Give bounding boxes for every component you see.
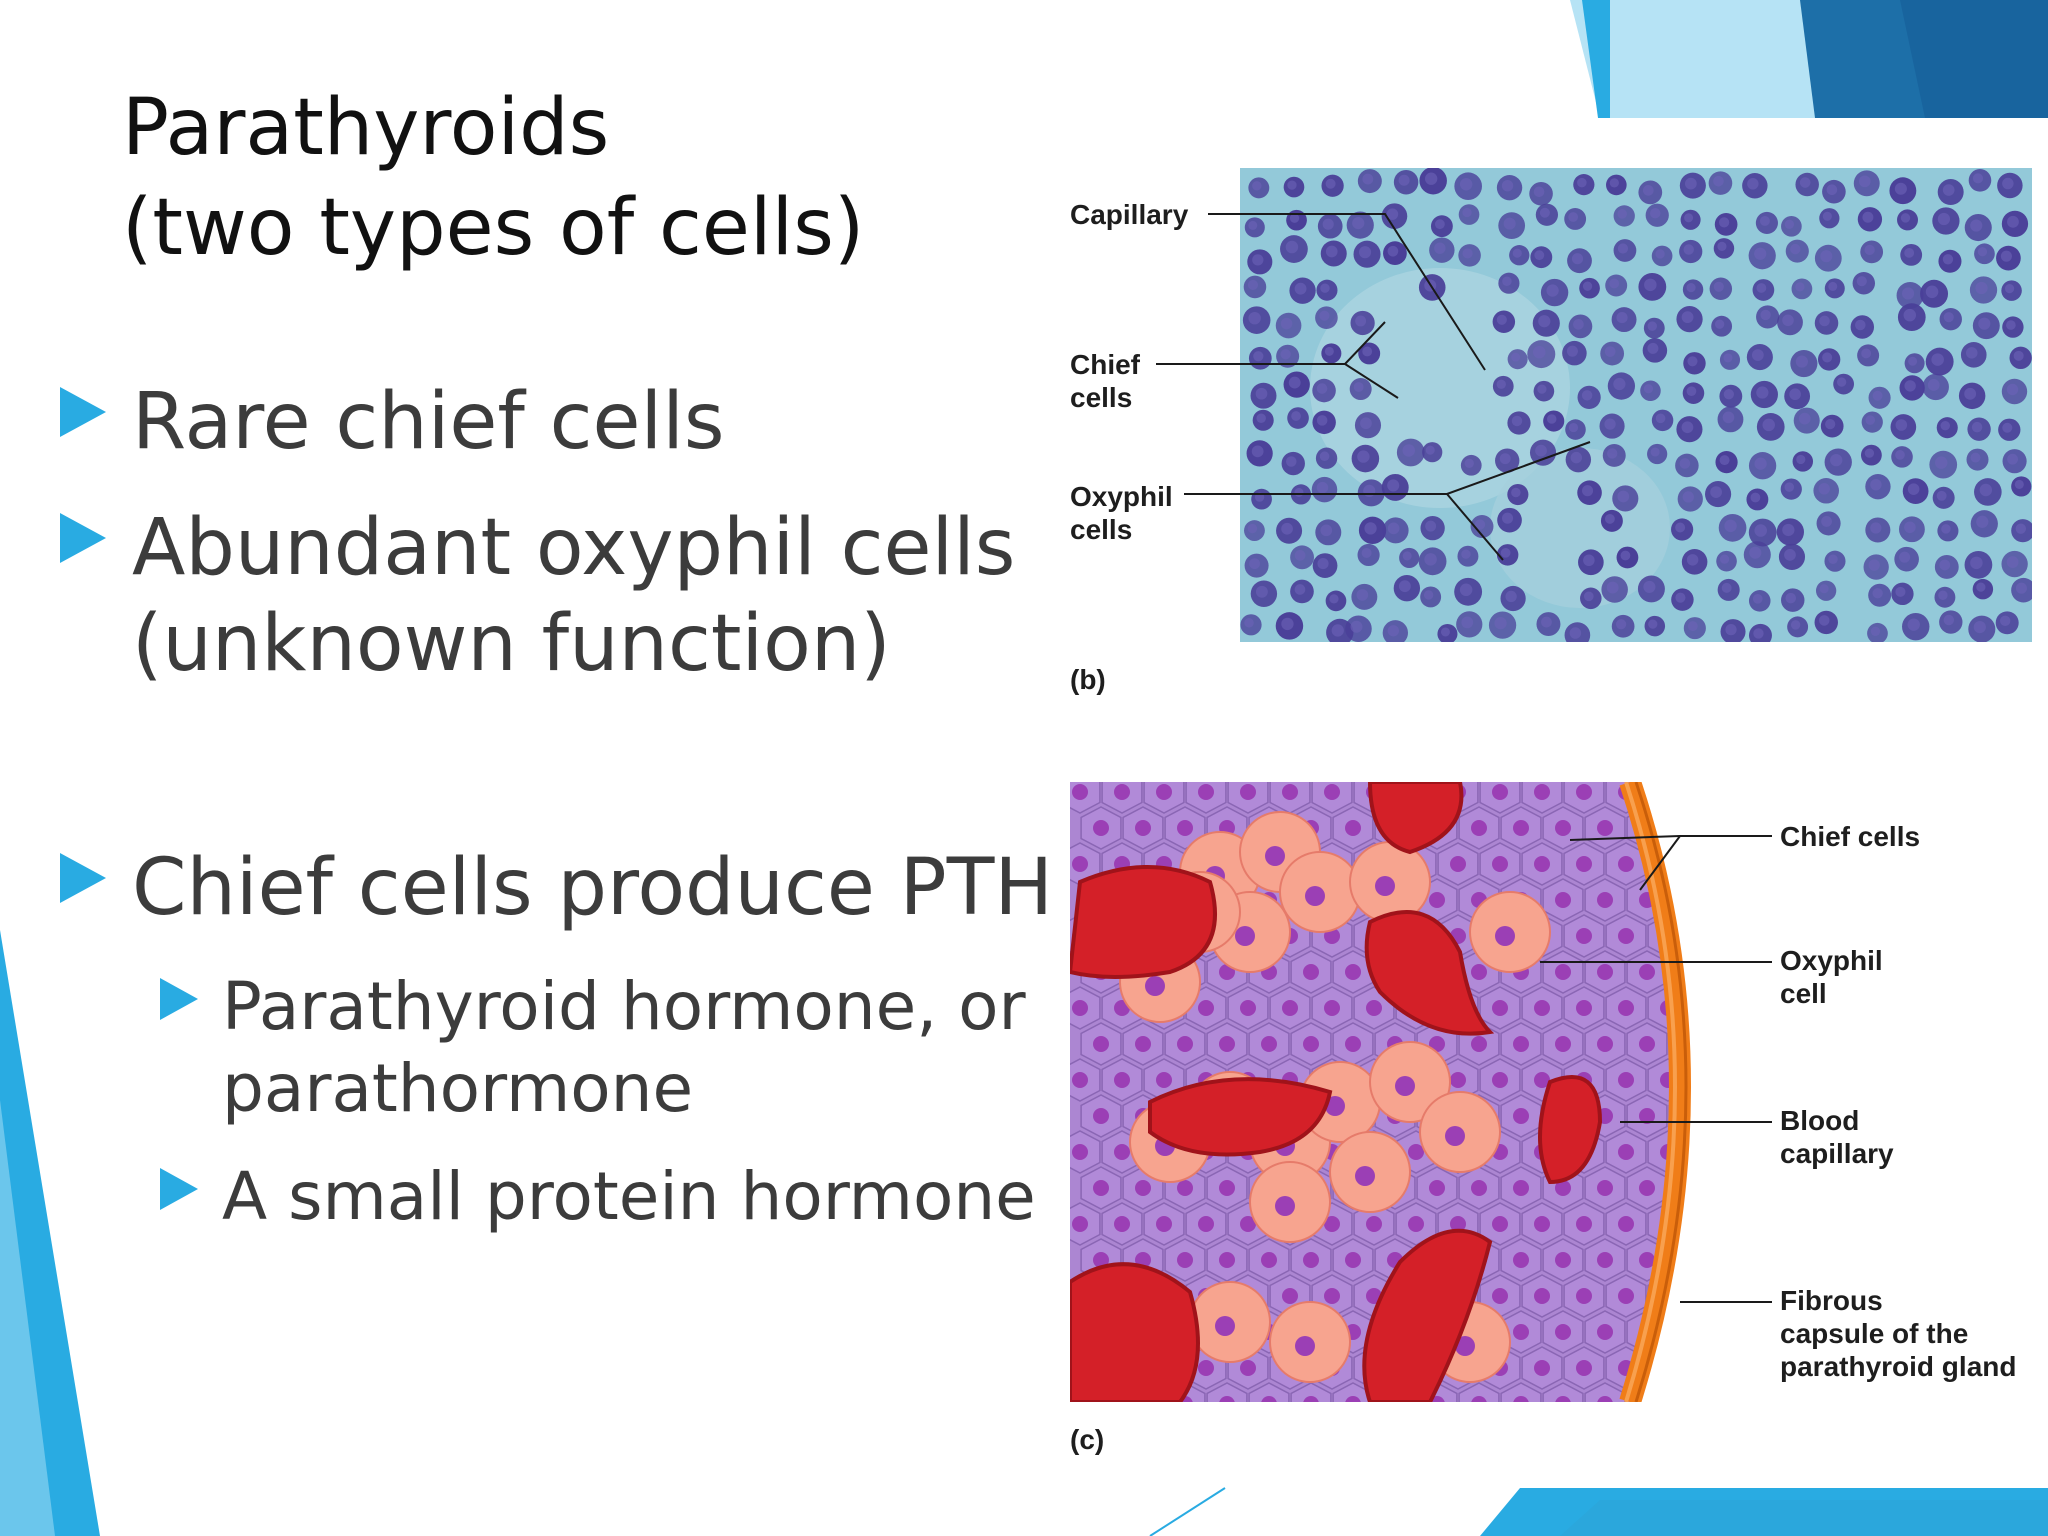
bullet-text: Chief cells produce PTH [132, 843, 1053, 933]
label-capillary: Capillary [1070, 199, 1189, 230]
slide-title-line1: Parathyroids [122, 83, 610, 173]
slide-title-line2: (two types of cells) [122, 183, 865, 273]
label-text: Oxyphil [1070, 481, 1173, 512]
panel-tag-b: (b) [1070, 664, 1106, 695]
label-text: capillary [1780, 1138, 1894, 1169]
bullet-text: Abundant oxyphil cells [132, 503, 1016, 593]
illustration-figure: Chief cells Oxyphil cell Blood capillary… [1060, 770, 2040, 1470]
label-text: cells [1070, 382, 1133, 413]
label-text: cell [1780, 978, 1827, 1009]
label-text: capsule of the [1780, 1318, 1969, 1349]
label-text: cells [1070, 514, 1133, 545]
label-text: Blood [1780, 1105, 1860, 1136]
label-fibrous-capsule: Fibrous capsule of the parathyroid gland [1780, 1284, 2016, 1383]
micrograph-image [1240, 168, 2032, 642]
micrograph-leader-lines [1156, 213, 1591, 561]
bullet-text: (unknown function) [132, 599, 891, 689]
bullet-arrow-icon [160, 1168, 198, 1210]
bullet-text: A small protein hormone [222, 1158, 1036, 1235]
label-blood-capillary: Blood capillary [1780, 1104, 1894, 1170]
slide-title: Parathyroids (two types of cells) [122, 78, 864, 278]
label-chief-cells: Chief cells [1780, 821, 1921, 852]
label-text: Oxyphil [1780, 945, 1883, 976]
bullet-text: parathormone [222, 1050, 694, 1127]
label-text: parathyroid gland [1780, 1351, 2017, 1382]
bullet-text: Rare chief cells [132, 377, 725, 467]
bullet-arrow-icon [60, 387, 106, 437]
illustration-image [1070, 782, 1691, 1402]
bullet-arrow-icon [60, 513, 106, 563]
illustration-leader-lines [1540, 835, 1772, 1303]
label-oxyphil-cell: Oxyphil cell [1780, 944, 1883, 1010]
panel-tag-c: (c) [1070, 1424, 1105, 1455]
bullet-arrow-icon [60, 853, 106, 903]
bullet-arrow-icon [160, 978, 198, 1020]
bullet-list: Rare chief cells Abundant oxyphil cells … [60, 377, 1053, 1235]
label-text: Fibrous [1780, 1285, 1883, 1316]
label-text: Chief [1070, 349, 1140, 380]
micrograph-figure: Capillary Chief cells Oxyphil cells (b) [1060, 160, 2040, 720]
bullet-text: Parathyroid hormone, or [222, 968, 1026, 1045]
label-oxyphil-cells: Oxyphil cells [1070, 480, 1173, 546]
label-chief-cells: Chief cells [1070, 348, 1140, 414]
